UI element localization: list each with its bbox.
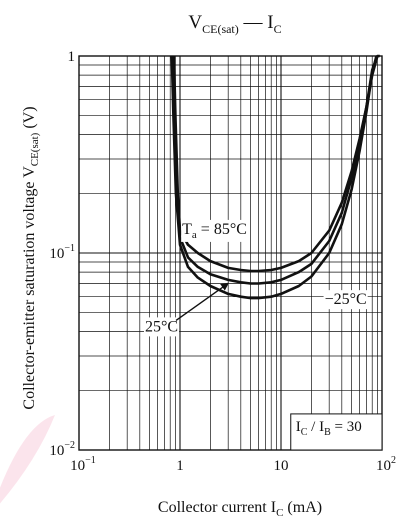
watermark-icon: [0, 415, 55, 504]
annotation-25c-arrow: [175, 282, 230, 321]
x-tick-label: 1: [176, 458, 184, 474]
plot-border: [78, 55, 383, 451]
y-axis-label: Collector-emitter saturation voltage VCE…: [21, 106, 41, 409]
series-line-2: [170, 55, 378, 300]
annotation-25c: 25°C: [145, 318, 178, 335]
x-axis-label: Collector current IC (mA): [158, 499, 322, 519]
grid: [79, 56, 382, 450]
ratio-box: [290, 413, 383, 451]
plot-frame: [78, 55, 383, 451]
y-tick-label: 10−1: [49, 243, 75, 262]
chart-title: VCE(sat) — IC: [188, 12, 281, 36]
x-tick-label: 10: [274, 458, 289, 474]
x-tick-label: 102: [376, 455, 396, 474]
annotation-85c-bg: [181, 219, 248, 242]
annotation-minus25c: −25°C: [325, 291, 367, 308]
annotation-25c-bg: [143, 317, 180, 337]
y-tick-label: 10−2: [49, 440, 75, 459]
ratio-label: IC / IB = 30: [296, 419, 362, 438]
x-tick-label: 10−1: [70, 455, 96, 474]
y-tick-label: 1: [68, 49, 76, 65]
annotations: Ta = 85°C 25°C −25°C IC / IB = 30: [143, 219, 383, 451]
annotation-minus25c-bg: [323, 290, 368, 310]
annotation-85c: Ta = 85°C: [182, 221, 247, 241]
series-line-1: [171, 55, 379, 285]
